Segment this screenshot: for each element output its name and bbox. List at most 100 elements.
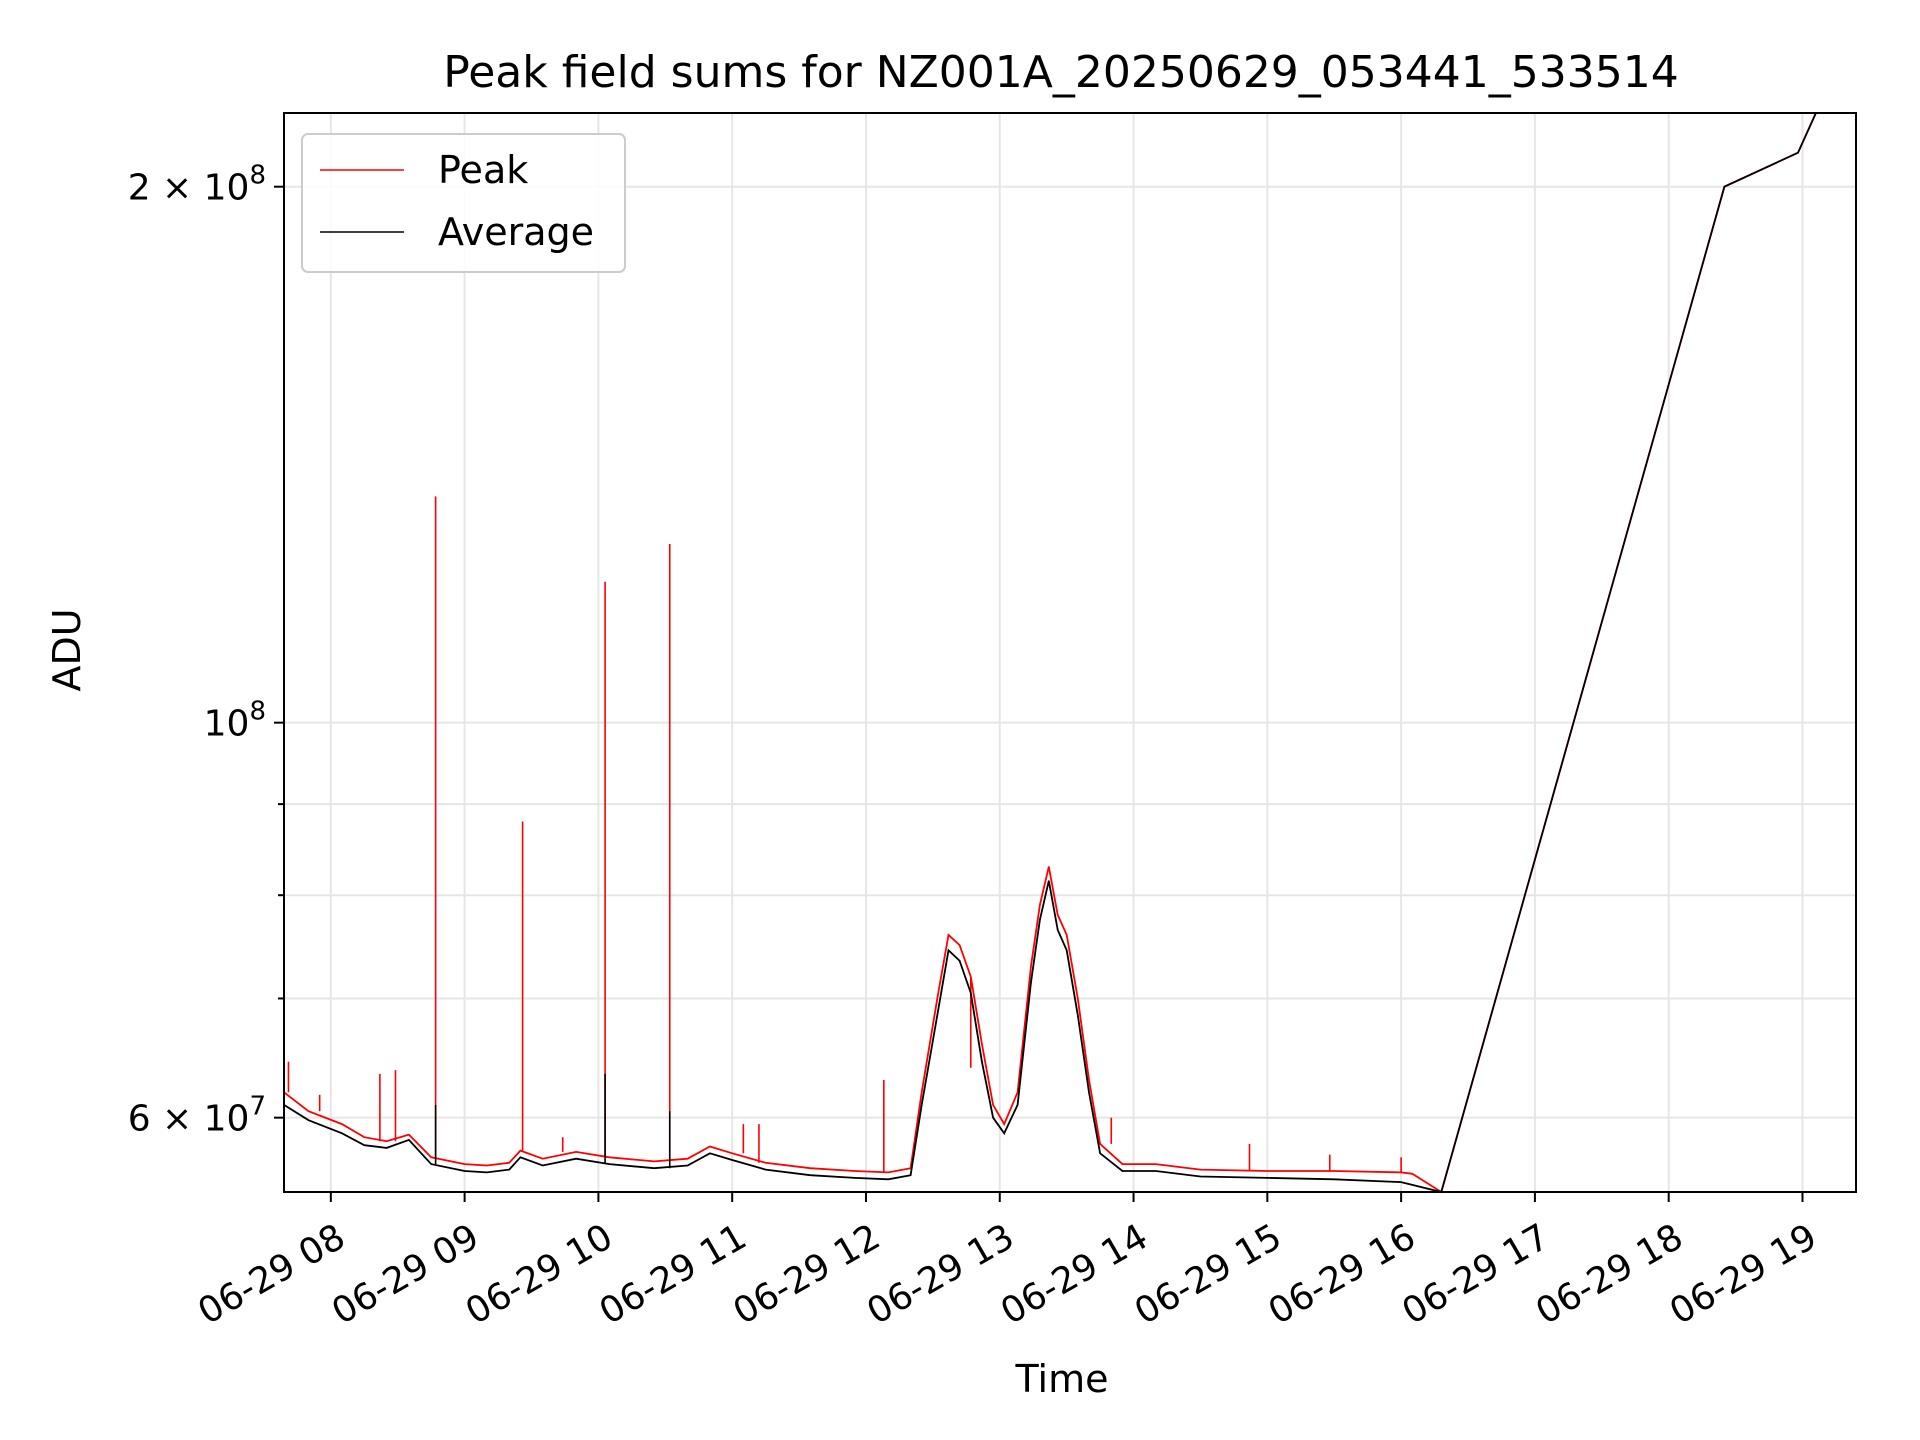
data-point-average bbox=[408, 1139, 410, 1141]
data-point-average bbox=[1039, 919, 1041, 921]
data-point-average bbox=[1017, 1104, 1019, 1106]
data-point-average bbox=[653, 1167, 655, 1169]
data-point-average bbox=[947, 949, 950, 951]
data-point-average bbox=[1199, 1175, 1202, 1178]
legend-label-peak: Peak bbox=[438, 148, 528, 192]
data-point-peak bbox=[430, 1156, 432, 1158]
y-tick-label: 2 × 108 bbox=[128, 161, 266, 209]
data-point-average bbox=[608, 1163, 611, 1165]
data-point-average bbox=[1723, 186, 1726, 188]
legend: Peak Average bbox=[301, 133, 626, 273]
y-tick-label: 108 bbox=[204, 697, 266, 745]
y-tick-label: 6 × 107 bbox=[128, 1092, 266, 1140]
data-point-average bbox=[486, 1171, 488, 1173]
data-point-average bbox=[992, 1117, 994, 1119]
x-axis-label: Time bbox=[1015, 1357, 1109, 1401]
data-point-peak bbox=[959, 944, 961, 946]
data-point-average bbox=[854, 1177, 856, 1179]
data-point-peak bbox=[981, 1043, 983, 1045]
axes-frame bbox=[283, 112, 1857, 1193]
data-point-peak bbox=[1017, 1091, 1019, 1093]
data-point-peak bbox=[1121, 1163, 1123, 1165]
plot-area bbox=[283, 112, 1857, 1194]
series-line-peak bbox=[283, 112, 1856, 1194]
data-point-average bbox=[936, 1014, 938, 1016]
data-point-average bbox=[765, 1169, 767, 1171]
data-point-average bbox=[921, 1104, 923, 1106]
data-point-peak bbox=[385, 1140, 388, 1142]
data-point-peak bbox=[1030, 965, 1032, 967]
data-point-average bbox=[1003, 1132, 1005, 1134]
data-point-peak bbox=[921, 1091, 923, 1093]
data-point-peak bbox=[709, 1145, 711, 1148]
data-point-average bbox=[981, 1061, 983, 1063]
data-point-average bbox=[464, 1170, 466, 1172]
data-point-average bbox=[341, 1132, 343, 1134]
data-point-average bbox=[1066, 949, 1068, 951]
data-point-average bbox=[1048, 880, 1050, 882]
data-point-average bbox=[1400, 1181, 1402, 1183]
data-point-peak bbox=[1155, 1163, 1157, 1165]
data-point-peak bbox=[363, 1136, 365, 1138]
data-point-average bbox=[1099, 1152, 1101, 1154]
data-point-peak bbox=[1066, 934, 1068, 936]
data-point-peak bbox=[1411, 1173, 1413, 1175]
data-point-average bbox=[1266, 1177, 1268, 1179]
data-point-average bbox=[430, 1163, 432, 1165]
data-point-peak bbox=[542, 1158, 544, 1160]
data-point-average bbox=[1088, 1091, 1090, 1093]
data-point-average bbox=[1030, 981, 1032, 983]
data-point-average bbox=[909, 1174, 912, 1176]
data-point-average bbox=[709, 1152, 711, 1154]
data-point-peak bbox=[686, 1158, 689, 1160]
data-point-peak bbox=[1333, 1170, 1335, 1172]
data-point-peak bbox=[1199, 1169, 1202, 1171]
data-point-peak bbox=[408, 1133, 410, 1136]
data-point-average bbox=[385, 1147, 388, 1149]
data-point-peak bbox=[307, 1110, 310, 1112]
data-point-peak bbox=[1088, 1079, 1090, 1081]
data-point-peak bbox=[1266, 1170, 1268, 1172]
data-point-peak bbox=[1077, 997, 1079, 1000]
data-point-peak bbox=[486, 1164, 488, 1167]
data-point-peak bbox=[653, 1160, 655, 1163]
data-point-peak bbox=[508, 1162, 510, 1164]
data-point-average bbox=[970, 992, 972, 994]
data-point-peak bbox=[887, 1171, 889, 1173]
data-point-peak bbox=[1039, 904, 1041, 906]
data-point-average bbox=[519, 1156, 521, 1158]
data-point-peak bbox=[854, 1170, 856, 1172]
data-point-average bbox=[363, 1144, 365, 1146]
legend-label-average: Average bbox=[438, 210, 594, 254]
data-point-average bbox=[575, 1158, 577, 1160]
data-point-average bbox=[809, 1174, 811, 1176]
data-point-average bbox=[959, 960, 961, 962]
data-point-average bbox=[1333, 1178, 1335, 1180]
data-point-peak bbox=[608, 1156, 611, 1158]
data-point-peak bbox=[1003, 1123, 1005, 1125]
series-line-average bbox=[283, 112, 1856, 1194]
data-point-peak bbox=[765, 1162, 767, 1164]
data-point-peak bbox=[1099, 1143, 1101, 1145]
data-point-peak bbox=[575, 1151, 577, 1153]
data-point-average bbox=[731, 1159, 733, 1161]
data-point-peak bbox=[1048, 866, 1050, 868]
data-point-peak bbox=[731, 1152, 733, 1154]
data-point-average bbox=[1077, 1014, 1079, 1016]
data-point-average bbox=[508, 1169, 510, 1171]
data-point-average bbox=[542, 1164, 544, 1167]
chart-title: Peak field sums for NZ001A_20250629_0534… bbox=[443, 47, 1678, 98]
data-point-peak bbox=[947, 934, 950, 936]
data-point-average bbox=[1121, 1170, 1123, 1172]
data-point-peak bbox=[809, 1167, 811, 1169]
data-point-peak bbox=[936, 997, 938, 1000]
data-point-peak bbox=[992, 1104, 994, 1106]
data-point-peak bbox=[464, 1163, 466, 1165]
data-point-peak bbox=[341, 1123, 343, 1125]
data-point-average bbox=[686, 1164, 689, 1167]
data-point-average bbox=[1057, 929, 1059, 931]
legend-box bbox=[301, 133, 626, 273]
data-point-average bbox=[1155, 1170, 1157, 1172]
